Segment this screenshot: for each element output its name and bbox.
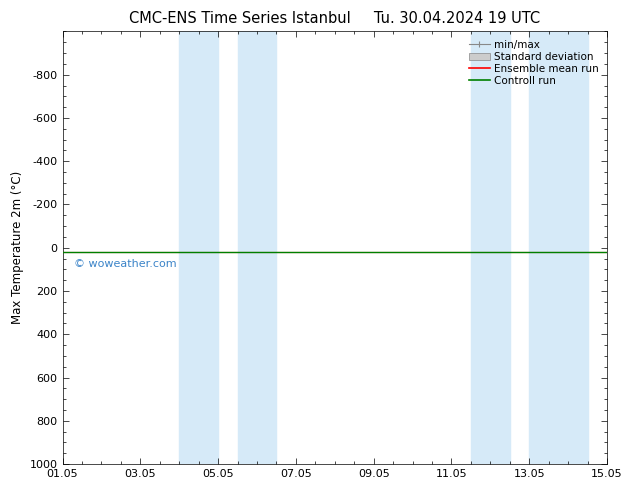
Bar [471, 31, 510, 464]
Text: © woweather.com: © woweather.com [74, 259, 177, 269]
Title: CMC-ENS Time Series Istanbul     Tu. 30.04.2024 19 UTC: CMC-ENS Time Series Istanbul Tu. 30.04.2… [129, 11, 540, 26]
Legend: min/max, Standard deviation, Ensemble mean run, Controll run: min/max, Standard deviation, Ensemble me… [466, 37, 602, 89]
Bar [238, 31, 276, 464]
Bar [179, 31, 218, 464]
Bar [529, 31, 588, 464]
Y-axis label: Max Temperature 2m (°C): Max Temperature 2m (°C) [11, 171, 24, 324]
